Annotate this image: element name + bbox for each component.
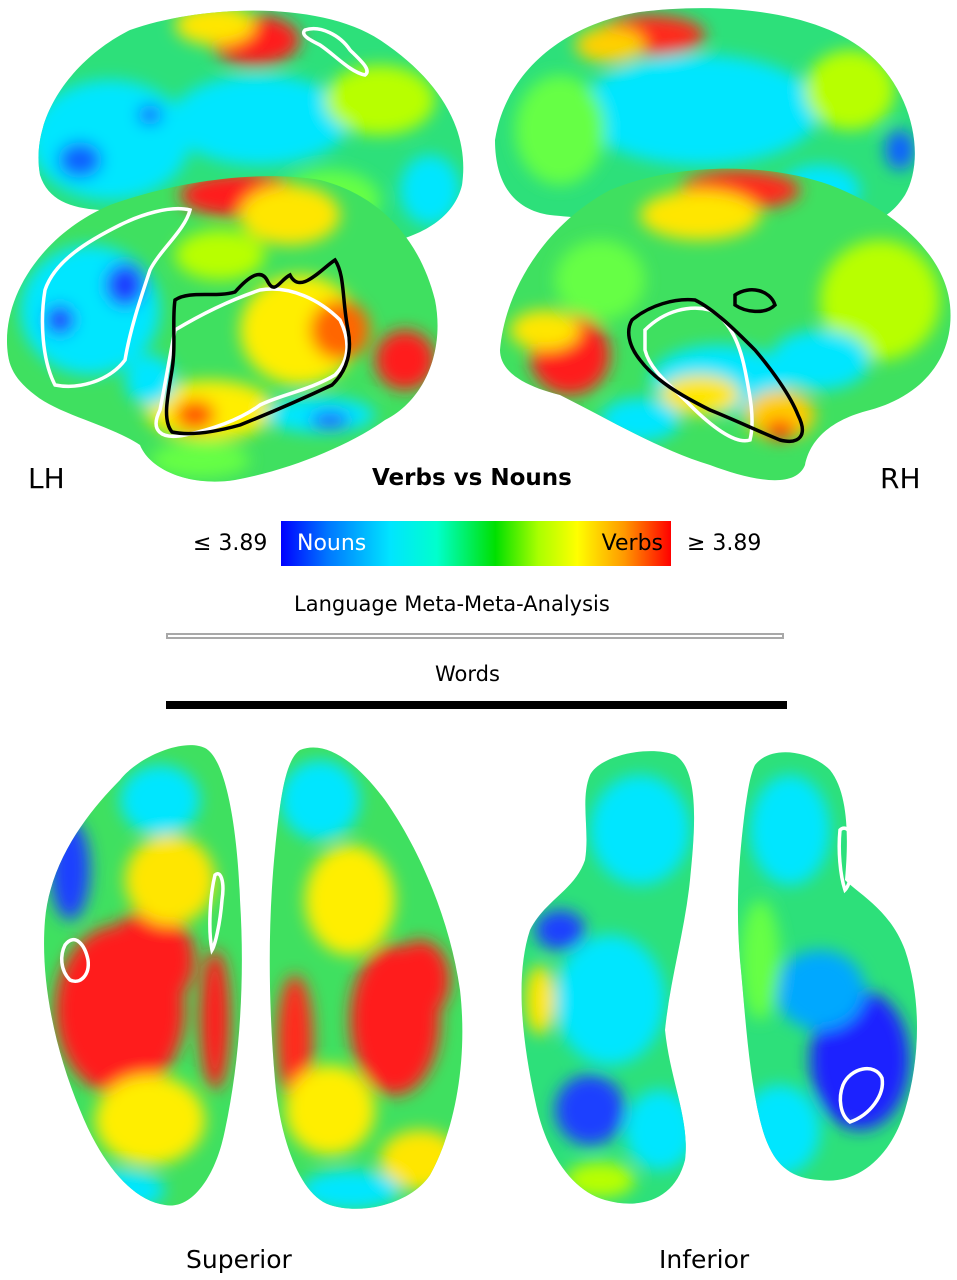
colorbar-nouns-label: Nouns xyxy=(297,531,367,556)
legend-meta-analysis-label: Language Meta-Meta-Analysis xyxy=(294,592,610,616)
rh-medial-surface xyxy=(495,8,915,239)
superior-left-surface xyxy=(44,745,242,1206)
legend-words-swatch xyxy=(166,701,787,709)
inferior-left-surface xyxy=(521,751,695,1204)
legend-words-label: Words xyxy=(435,662,500,686)
colorbar: Nouns Verbs xyxy=(281,521,671,566)
colorbar-verbs-label: Verbs xyxy=(601,531,663,556)
figure-title: Verbs vs Nouns xyxy=(372,465,572,491)
colorbar-min-label: ≤ 3.89 xyxy=(193,531,268,556)
meta-analysis-outlines-bottom xyxy=(59,826,885,1124)
colorbar-max-label: ≥ 3.89 xyxy=(687,531,762,556)
inferior-right-surface xyxy=(737,752,918,1181)
legend-meta-analysis-swatch xyxy=(166,633,784,639)
superior-view-label: Superior xyxy=(186,1245,292,1274)
left-hemisphere-label: LH xyxy=(28,462,65,495)
words-outlines-top xyxy=(164,257,804,443)
right-hemisphere-label: RH xyxy=(880,462,921,495)
superior-right-surface xyxy=(269,747,463,1209)
inferior-view-label: Inferior xyxy=(659,1245,750,1274)
